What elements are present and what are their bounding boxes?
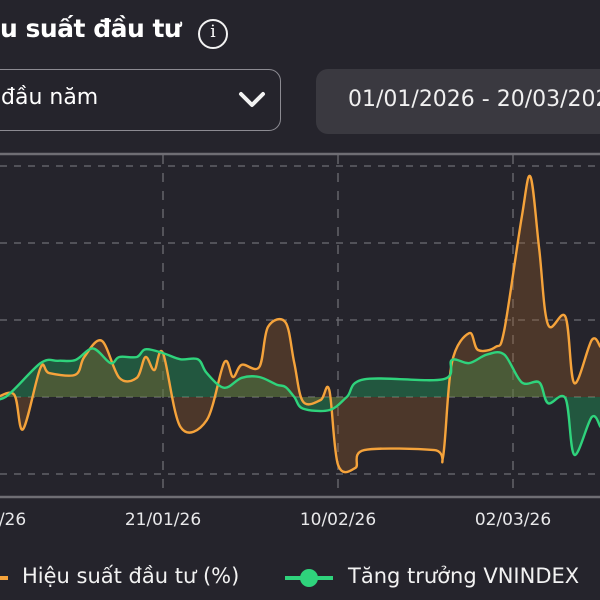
series-area-1 [0,175,600,473]
legend-series2-label: Tăng trưởng VNINDEX [348,564,580,588]
x-tick-label: 01/01/26 [0,510,26,530]
date-range-value: 01/01/2026 - 20/03/2026 [348,87,600,112]
date-range-picker[interactable]: 01/01/2026 - 20/03/2026 [316,69,600,134]
x-tick-label: 02/03/26 [475,510,551,530]
period-value: đầu năm [1,85,99,110]
legend-series1-label: Hiệu suất đầu tư (%) [22,564,240,588]
chevron-down-icon [239,92,265,107]
x-tick-label: 10/02/26 [300,510,376,530]
x-tick-label: 21/01/26 [125,510,201,530]
series-area-2 [0,348,600,455]
chart-legend: Hiệu suất đầu tư (%) Tăng trưởng VNINDEX [0,562,600,596]
legend-green-line-dot-icon [285,569,333,587]
legend-orange-line-icon [0,576,8,580]
page-title: u suất đầu tư [0,14,182,43]
info-circle-icon[interactable]: i [198,19,228,49]
series-line-2 [0,347,600,457]
period-dropdown[interactable]: đầu năm [0,69,281,131]
